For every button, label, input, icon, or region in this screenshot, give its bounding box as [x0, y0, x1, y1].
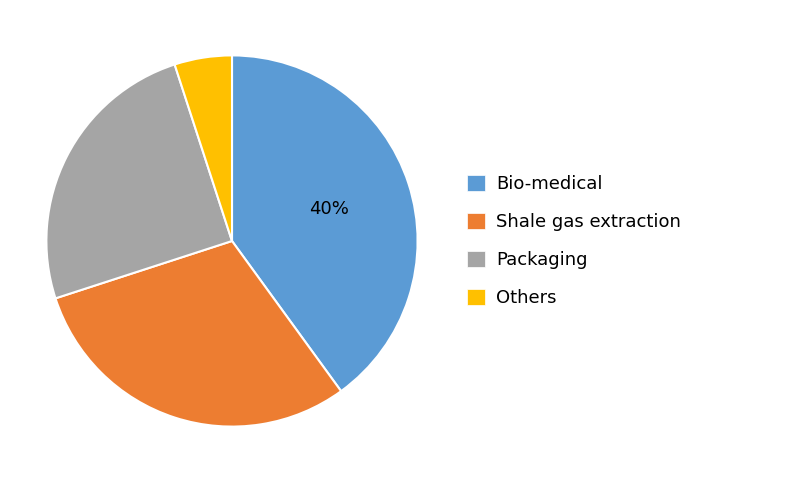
Wedge shape [55, 241, 341, 427]
Text: 40%: 40% [309, 201, 349, 218]
Wedge shape [174, 55, 232, 241]
Wedge shape [232, 55, 418, 391]
Wedge shape [46, 65, 232, 298]
Legend: Bio-medical, Shale gas extraction, Packaging, Others: Bio-medical, Shale gas extraction, Packa… [467, 174, 681, 308]
